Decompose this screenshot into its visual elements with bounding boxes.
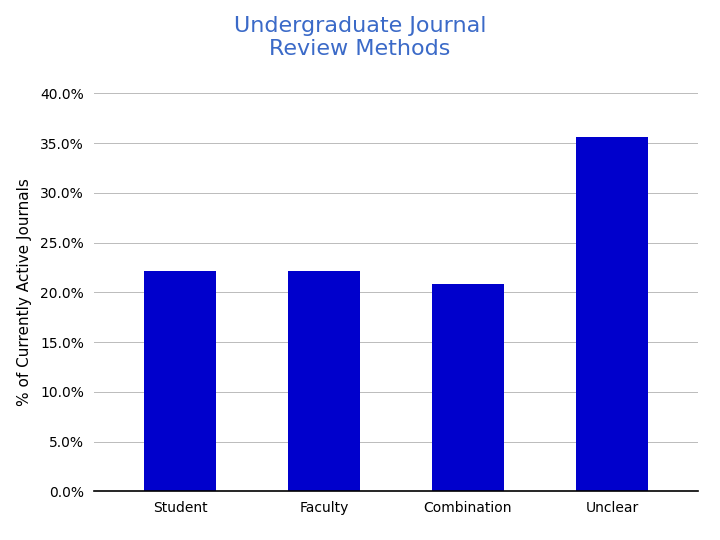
Bar [288, 271, 360, 491]
Y-axis label: % of Currently Active Journals: % of Currently Active Journals [17, 179, 32, 406]
Bar [576, 137, 648, 491]
Text: Undergraduate Journal
Review Methods: Undergraduate Journal Review Methods [234, 16, 486, 59]
Bar [432, 285, 504, 491]
Bar [144, 271, 216, 491]
